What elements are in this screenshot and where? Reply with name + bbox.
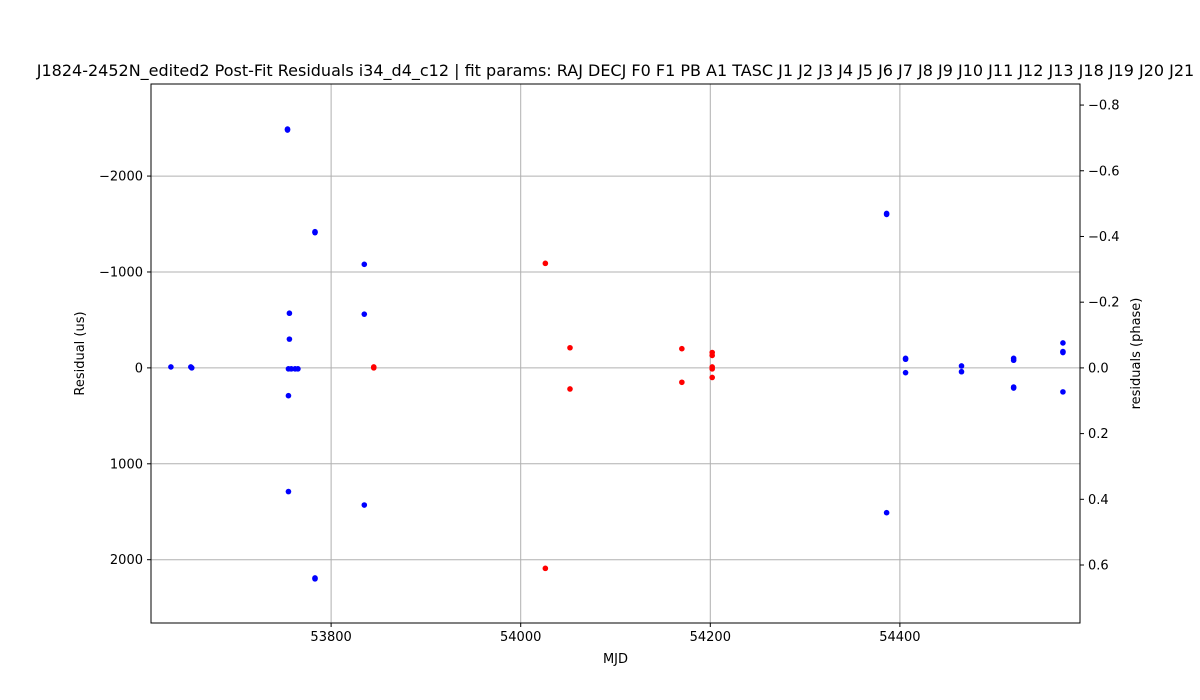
data-point	[168, 364, 174, 370]
x-axis-ticks: 53800 54000 54200 54400	[310, 623, 921, 645]
data-point	[542, 260, 549, 267]
data-point	[1060, 349, 1066, 356]
y-tick-label: −2000	[99, 170, 143, 185]
data-point	[361, 261, 368, 268]
data-point	[370, 365, 377, 371]
data-point	[883, 211, 890, 218]
data-point	[285, 488, 292, 495]
data-point	[295, 366, 301, 372]
y2-axis-ticks: −0.8 −0.6 −0.4 −0.2 0.0 0.2 0.4 0.6	[1080, 99, 1120, 574]
data-point	[188, 365, 195, 371]
data-point	[567, 386, 573, 392]
plot-area-frame	[150, 83, 1081, 624]
grid-lines	[151, 84, 1080, 623]
y-tick-label: 0	[135, 361, 143, 376]
y2-tick-label: −0.4	[1088, 230, 1120, 245]
y2-tick-label: −0.8	[1088, 99, 1120, 114]
data-point	[902, 356, 909, 363]
data-point	[1060, 340, 1066, 346]
y2-tick-label: 0.0	[1088, 361, 1109, 376]
data-point	[361, 502, 368, 508]
y-tick-label: −1000	[99, 265, 143, 280]
data-point	[1060, 389, 1066, 395]
data-point	[1010, 385, 1017, 391]
y2-tick-label: 0.2	[1088, 427, 1109, 442]
chart-title: J1824-2452N_edited2 Post-Fit Residuals i…	[36, 61, 1194, 81]
data-point	[709, 352, 715, 359]
y-axis-ticks: −2000 −1000 0 1000 2000	[99, 170, 151, 568]
data-point	[709, 374, 715, 381]
data-point	[679, 379, 685, 386]
y-tick-label: 2000	[110, 553, 143, 568]
data-point	[361, 311, 368, 317]
data-point	[567, 344, 573, 351]
data-point	[709, 366, 715, 372]
x-tick-label: 53800	[310, 630, 351, 645]
x-tick-label: 54400	[879, 630, 920, 645]
y-tick-label: 1000	[110, 457, 143, 472]
data-point	[284, 127, 291, 133]
x-tick-label: 54200	[690, 630, 731, 645]
y-axis-label: Residual (us)	[73, 311, 88, 395]
data-point	[958, 363, 965, 369]
data-point	[312, 576, 318, 582]
data-point	[902, 369, 909, 376]
data-points	[168, 126, 1066, 582]
data-point	[1010, 357, 1017, 364]
y2-tick-label: 0.4	[1088, 493, 1109, 508]
data-point	[542, 565, 549, 572]
y2-tick-label: −0.2	[1088, 296, 1120, 311]
data-point	[285, 392, 292, 399]
data-point	[679, 345, 685, 352]
y2-tick-label: 0.6	[1088, 559, 1109, 574]
data-point	[883, 509, 890, 516]
y2-axis-label: residuals (phase)	[1129, 298, 1144, 410]
data-point	[286, 336, 293, 342]
y2-tick-label: −0.6	[1088, 164, 1120, 179]
data-point	[958, 368, 965, 375]
x-tick-label: 54000	[500, 630, 541, 645]
data-point	[312, 229, 318, 236]
x-axis-label: MJD	[603, 652, 628, 667]
data-point	[286, 310, 293, 317]
